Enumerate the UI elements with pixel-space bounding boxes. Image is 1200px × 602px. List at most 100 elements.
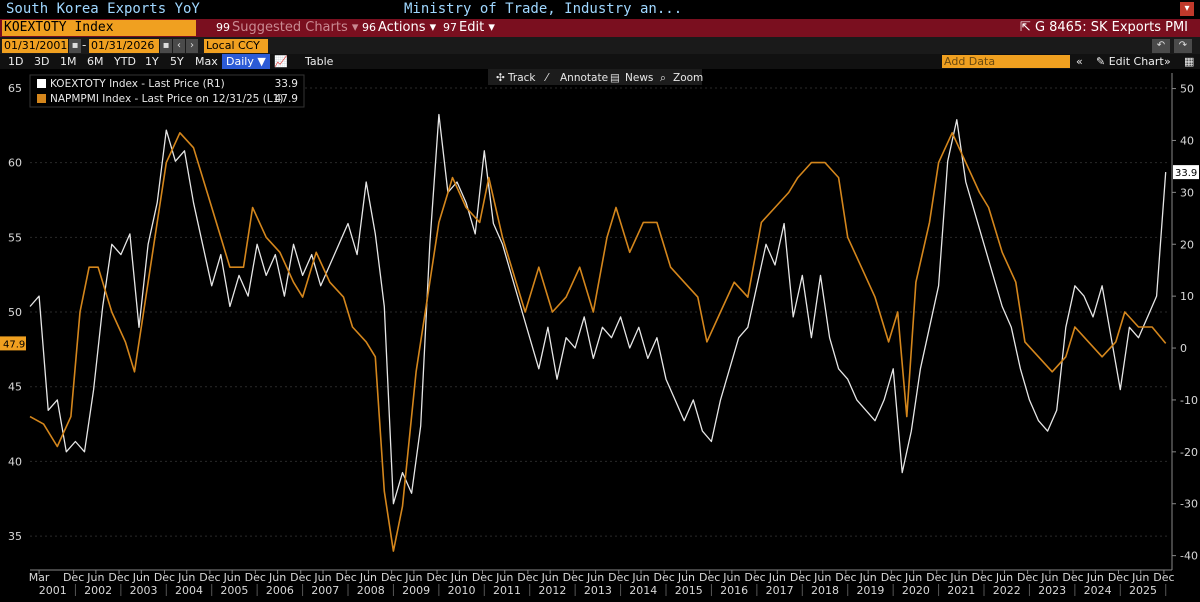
- annotate-button[interactable]: Annotate: [560, 72, 608, 84]
- track-button[interactable]: Track: [507, 72, 536, 84]
- last-value-tag-koextoty: 33.9: [1175, 168, 1197, 179]
- undo-icon[interactable]: ↶: [1152, 39, 1170, 53]
- period-max[interactable]: Max: [195, 55, 218, 68]
- currency-select[interactable]: Local CCY: [204, 39, 268, 53]
- x-month-label: Mar: [29, 571, 50, 584]
- track-icon[interactable]: ✣: [496, 72, 505, 84]
- redo-icon[interactable]: ↷: [1174, 39, 1192, 53]
- period-1m[interactable]: 1M: [60, 55, 77, 68]
- x-month-label: Jun: [223, 571, 241, 584]
- news-icon[interactable]: ▤: [610, 72, 620, 84]
- edit-chart-button[interactable]: ✎ Edit Chart: [1096, 54, 1164, 69]
- x-month-label: Jun: [813, 571, 831, 584]
- x-month-label: Jun: [1131, 571, 1149, 584]
- x-month-label: Dec: [154, 571, 175, 584]
- x-year-label: 2009: [402, 584, 430, 597]
- last-value-labels: 33.9 47.9: [0, 165, 1199, 351]
- x-month-label: Jun: [949, 571, 967, 584]
- x-year-label: 2017: [766, 584, 794, 597]
- ticker-field[interactable]: KOEXTOTY Index: [2, 20, 196, 36]
- period-3d[interactable]: 3D: [34, 55, 50, 68]
- suggested-charts-number: 99: [216, 21, 230, 34]
- right-tick-label: -10: [1180, 394, 1198, 407]
- right-tick-label: -20: [1180, 446, 1198, 459]
- x-month-label: Dec: [699, 571, 720, 584]
- legend-swatch-orange: [37, 94, 46, 103]
- actions-label: Actions: [378, 20, 426, 35]
- x-month-label: Dec: [608, 571, 629, 584]
- x-year-label: 2018: [811, 584, 839, 597]
- grid-icon[interactable]: ▦: [1184, 55, 1195, 68]
- x-year-label: 2020: [902, 584, 930, 597]
- x-month-label: Dec: [63, 571, 84, 584]
- start-calendar-icon[interactable]: ▪: [69, 39, 81, 53]
- annotate-icon[interactable]: ⁄: [544, 72, 550, 84]
- legend-item-koextoty: KOEXTOTY Index - Last Price (R1): [50, 78, 225, 90]
- external-link-icon: ⇱: [1019, 20, 1035, 35]
- period-6m[interactable]: 6M: [87, 55, 104, 68]
- date-range-bar: 01/31/2001 ▪ - 01/31/2026 ▪ ‹ › Local CC…: [0, 37, 1200, 54]
- x-month-label: Jun: [313, 571, 331, 584]
- start-date-field[interactable]: 01/31/2001: [2, 39, 68, 53]
- period-1y[interactable]: 1Y: [145, 55, 159, 68]
- chart-area[interactable]: 35 40 45 50 55 60 65 -40 -30 -20 -10 0 10 20 30 40 50 M…: [0, 69, 1200, 602]
- x-month-label: Dec: [1017, 571, 1038, 584]
- x-month-label: Dec: [381, 571, 402, 584]
- chart-tools: ✣ Track ⁄ Annotate ▤ News ⌕ Zoom: [488, 69, 703, 85]
- data-source: Ministry of Trade, Industry an...: [404, 1, 683, 17]
- zoom-button[interactable]: Zoom: [673, 72, 703, 84]
- zoom-icon[interactable]: ⌕: [660, 72, 666, 84]
- x-month-label: Dec: [972, 571, 993, 584]
- next-period-icon[interactable]: ›: [186, 39, 198, 53]
- add-data-input[interactable]: Add Data: [942, 55, 1070, 68]
- frequency-select[interactable]: Daily ▼: [222, 54, 270, 69]
- left-axis: 35 40 45 50 55 60 65: [8, 82, 22, 543]
- line-chart-icon[interactable]: 📈: [274, 55, 288, 68]
- right-tick-label: -40: [1180, 550, 1198, 563]
- left-tick-label: 40: [8, 455, 22, 468]
- x-month-label: Dec: [290, 571, 311, 584]
- chart-id-button[interactable]: ⇱ G 8465: SK Exports PMI: [1020, 20, 1188, 36]
- x-month-label: Jun: [132, 571, 150, 584]
- window-menu-icon[interactable]: ▾: [1180, 2, 1194, 16]
- x-month-label: Jun: [768, 571, 786, 584]
- suggested-charts-button[interactable]: 99 Suggested Charts ▾: [216, 20, 359, 35]
- series-napmpmi-line: [29, 131, 1167, 552]
- x-year-label: 2011: [493, 584, 521, 597]
- x-month-label: Jun: [541, 571, 559, 584]
- edit-button[interactable]: 97 Edit ▾: [443, 20, 495, 35]
- x-year-label: 2022: [993, 584, 1021, 597]
- period-ytd[interactable]: YTD: [114, 55, 136, 68]
- end-date-field[interactable]: 01/31/2026: [89, 39, 159, 53]
- x-month-label: Dec: [1062, 571, 1083, 584]
- news-button[interactable]: News: [625, 72, 653, 84]
- x-month-label: Dec: [199, 571, 220, 584]
- actions-button[interactable]: 96 Actions ▾: [362, 20, 437, 35]
- chart-id: G 8465: SK Exports PMI: [1034, 20, 1188, 35]
- series-koextoty-line: [29, 113, 1167, 505]
- x-month-label: Jun: [268, 571, 286, 584]
- right-tick-label: 10: [1180, 290, 1194, 303]
- x-month-label: Jun: [495, 571, 513, 584]
- x-month-label: Jun: [586, 571, 604, 584]
- x-month-label: Dec: [336, 571, 357, 584]
- end-calendar-icon[interactable]: ▪: [160, 39, 172, 53]
- right-tick-label: 0: [1180, 342, 1187, 355]
- collapse-icon[interactable]: «: [1076, 55, 1083, 68]
- date-dash: -: [82, 38, 87, 52]
- left-tick-label: 45: [8, 381, 22, 394]
- period-5y[interactable]: 5Y: [170, 55, 184, 68]
- x-month-label: Jun: [1040, 571, 1058, 584]
- period-bar: 1D 3D 1M 6M YTD 1Y 5Y Max Daily ▼ 📈 Tabl…: [0, 54, 1200, 69]
- x-year-label: 2004: [175, 584, 203, 597]
- last-value-tag-koextoty-bg: [1173, 165, 1199, 180]
- legend-swatch-white: [37, 79, 46, 88]
- period-1d[interactable]: 1D: [8, 55, 24, 68]
- x-year-label: 2014: [629, 584, 657, 597]
- prev-period-icon[interactable]: ‹: [173, 39, 185, 53]
- more-options-icon[interactable]: »: [1164, 55, 1171, 68]
- left-tick-label: 60: [8, 157, 22, 170]
- table-button[interactable]: Table: [305, 55, 334, 68]
- x-month-label: Dec: [790, 571, 811, 584]
- edit-chart-label: Edit Chart: [1108, 55, 1164, 68]
